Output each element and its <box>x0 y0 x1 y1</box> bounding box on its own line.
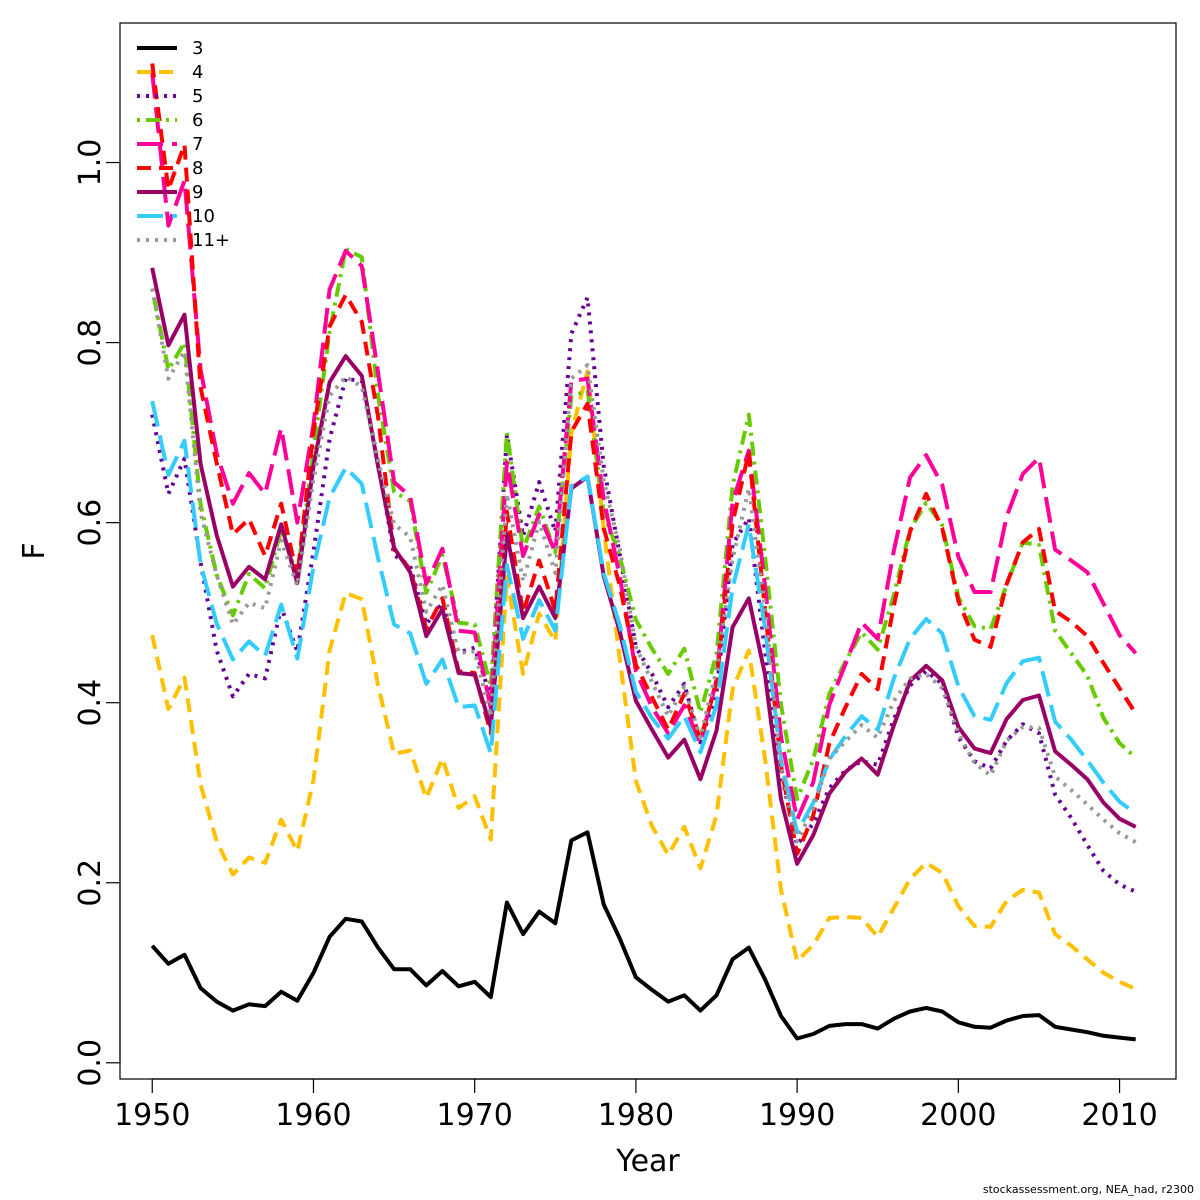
series-layer <box>150 63 1138 1042</box>
x-tick-label: 1970 <box>437 1098 513 1133</box>
y-axis: 0.0 0.2 0.4 0.6 0.8 1.0 <box>73 139 121 1087</box>
series-line-4 <box>150 369 1137 991</box>
y-tick-label: 0.8 <box>73 319 108 367</box>
y-tick-label: 0.0 <box>73 1039 108 1087</box>
legend-label: 4 <box>192 62 203 83</box>
x-tick-label: 1990 <box>759 1098 835 1133</box>
y-tick-label: 1.0 <box>73 139 108 187</box>
legend-label: 8 <box>192 158 203 179</box>
series-line-5 <box>150 295 1137 894</box>
y-axis-title: F <box>17 542 52 559</box>
x-tick-label: 1960 <box>275 1098 351 1133</box>
legend-label: 11+ <box>192 230 230 251</box>
x-tick-label: 1950 <box>114 1098 190 1133</box>
series-line-3 <box>150 830 1136 1042</box>
plot-frame <box>119 22 1177 1080</box>
legend-label: 10 <box>192 206 215 227</box>
x-axis: 1950 1960 1970 1980 1990 2000 2010 <box>114 1078 1158 1133</box>
y-tick-label: 0.4 <box>73 679 108 727</box>
x-tick-label: 2000 <box>920 1098 996 1133</box>
legend-label: 6 <box>192 110 203 131</box>
footer-note: stockassessment.org, NEA_had, r2300 <box>982 1183 1194 1196</box>
series-line-11plus <box>150 288 1137 844</box>
legend-label: 5 <box>192 86 203 107</box>
legend-label: 7 <box>192 134 203 155</box>
series-line-8 <box>150 63 1138 856</box>
x-tick-label: 1980 <box>598 1098 674 1133</box>
series-line-6 <box>150 247 1138 801</box>
legend-label: 9 <box>192 182 203 203</box>
series-line-9 <box>150 267 1137 866</box>
legend-label: 3 <box>192 38 203 59</box>
y-tick-label: 0.6 <box>73 499 108 547</box>
series-line-10 <box>150 400 1137 835</box>
y-tick-label: 0.2 <box>73 859 108 907</box>
legend: 3 4 5 6 7 8 9 10 11+ <box>137 38 230 251</box>
x-tick-label: 2010 <box>1081 1098 1157 1133</box>
x-axis-title: Year <box>615 1144 680 1179</box>
